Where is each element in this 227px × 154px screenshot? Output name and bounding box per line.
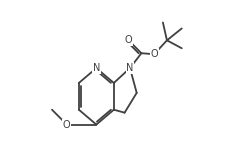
Text: O: O xyxy=(125,35,132,45)
Text: N: N xyxy=(126,63,134,73)
Text: O: O xyxy=(63,120,71,130)
Text: O: O xyxy=(150,49,158,59)
Text: N: N xyxy=(93,63,100,73)
